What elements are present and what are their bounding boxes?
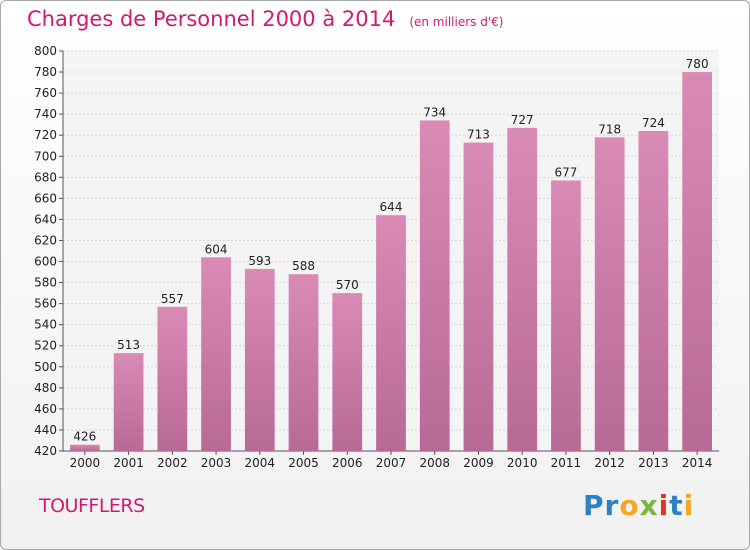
y-tick-label: 760 — [34, 86, 57, 100]
data-label-2001: 513 — [117, 338, 140, 352]
x-tick-label: 2006 — [332, 456, 363, 470]
bar-2009 — [463, 142, 494, 451]
data-label-2003: 604 — [205, 242, 228, 256]
y-tick-label: 660 — [34, 191, 57, 205]
bar-2000 — [69, 444, 100, 451]
bar-2013 — [638, 131, 669, 451]
data-label-2007: 644 — [380, 200, 403, 214]
y-tick-label: 500 — [34, 360, 57, 374]
data-label-2004: 593 — [248, 254, 271, 268]
y-tick-label: 620 — [34, 233, 57, 247]
x-tick-label: 2000 — [70, 456, 101, 470]
data-label-2006: 570 — [336, 278, 359, 292]
data-label-2000: 426 — [73, 430, 96, 444]
commune-name: TOUFFLERS — [39, 495, 145, 517]
bar-2008 — [419, 120, 450, 451]
y-tick-label: 540 — [34, 318, 57, 332]
x-tick-label: 2011 — [551, 456, 582, 470]
y-tick-label: 420 — [34, 444, 57, 458]
bar-2014 — [682, 72, 713, 451]
y-tick-label: 440 — [34, 423, 57, 437]
y-tick-label: 520 — [34, 339, 57, 353]
logo-letter: r — [604, 489, 620, 522]
bar-2005 — [288, 274, 319, 451]
x-tick-label: 2005 — [288, 456, 319, 470]
bar-2011 — [551, 180, 581, 451]
x-tick-label: 2010 — [507, 456, 538, 470]
y-tick-label: 580 — [34, 276, 57, 290]
bar-2004 — [244, 268, 275, 451]
bar-2002 — [157, 306, 188, 451]
x-tick-label: 2003 — [201, 456, 232, 470]
bar-2007 — [376, 215, 406, 451]
y-tick-label: 600 — [34, 255, 57, 269]
data-label-2013: 724 — [642, 116, 665, 130]
x-tick-label: 2014 — [682, 456, 713, 470]
y-tick-label: 460 — [34, 402, 57, 416]
data-label-2009: 713 — [467, 128, 490, 142]
logo-letter: o — [619, 489, 640, 522]
logo-letter: i — [658, 489, 670, 522]
bar-2012 — [594, 137, 625, 451]
y-tick-label: 640 — [34, 212, 57, 226]
x-tick-label: 2008 — [419, 456, 450, 470]
y-tick-label: 700 — [34, 149, 57, 163]
logo-letter: x — [639, 489, 659, 522]
x-tick-label: 2002 — [157, 456, 188, 470]
data-label-2010: 727 — [511, 113, 534, 127]
data-label-2012: 718 — [598, 122, 621, 136]
x-tick-label: 2009 — [463, 456, 494, 470]
unit-note: (en milliers d'€) — [409, 15, 504, 29]
x-tick-label: 2007 — [376, 456, 407, 470]
y-tick-label: 740 — [34, 107, 57, 121]
x-tick-label: 2004 — [245, 456, 276, 470]
y-tick-label: 720 — [34, 128, 57, 142]
bar-2001 — [113, 353, 144, 451]
x-tick-label: 2012 — [594, 456, 625, 470]
y-tick-label: 800 — [34, 44, 57, 58]
axes: 420 440 460 480 500 520 540 560 580 600 620 640 660 6… — [34, 44, 719, 458]
bar-2010 — [507, 127, 538, 451]
y-tick-label: 680 — [34, 170, 57, 184]
logo-letter: P — [583, 489, 605, 522]
logo-letter: t — [669, 489, 684, 522]
chart-title-text: Charges de Personnel 2000 à 2014 — [27, 7, 396, 31]
y-tick-label: 780 — [34, 65, 57, 79]
labels: 2000 426 2001 513 2002 557 2003 604 2004 593 2005 5… — [70, 57, 713, 470]
data-label-2014: 780 — [686, 57, 709, 71]
x-tick-label: 2013 — [638, 456, 669, 470]
bar-2006 — [332, 293, 363, 451]
data-label-2005: 588 — [292, 259, 315, 273]
y-tick-label: 480 — [34, 381, 57, 395]
logo-letter: i — [683, 489, 695, 522]
bars — [69, 72, 713, 451]
proxiti-logo: Proxiti — [583, 489, 694, 522]
data-label-2011: 677 — [554, 165, 577, 179]
x-tick-label: 2001 — [113, 456, 144, 470]
bar-2003 — [201, 257, 231, 451]
y-tick-label: 560 — [34, 297, 57, 311]
data-label-2008: 734 — [423, 105, 446, 119]
chart-title: Charges de Personnel 2000 à 2014 (en mill… — [27, 7, 503, 31]
data-label-2002: 557 — [161, 292, 184, 306]
